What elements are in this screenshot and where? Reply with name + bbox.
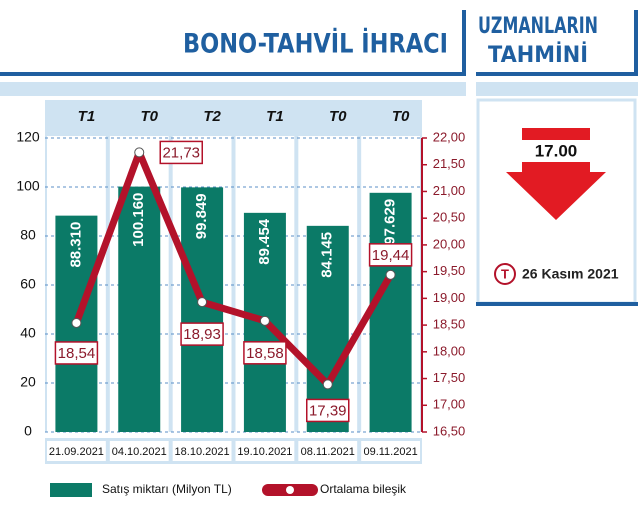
title-rule <box>0 72 466 76</box>
y-tick-label: 40 <box>20 325 36 341</box>
line <box>73 148 394 388</box>
line-marker <box>385 269 396 280</box>
line-label-box <box>243 341 287 365</box>
bar-value-label: 100.160 <box>130 193 147 247</box>
panel-rule <box>634 10 638 76</box>
forecast-title: TAHMİNİ <box>488 42 588 68</box>
date-strip <box>45 438 422 464</box>
line-label-box <box>180 322 224 346</box>
y2-tick-label: 19,00 <box>433 290 466 305</box>
line-label-box <box>306 398 350 423</box>
line-label-box <box>54 341 99 365</box>
y-tick-label: 60 <box>20 276 36 292</box>
band <box>476 82 638 96</box>
line-marker <box>322 379 333 390</box>
y2-tick-label: 21,50 <box>433 156 466 171</box>
bar <box>306 225 349 432</box>
legend-swatch <box>50 483 92 497</box>
line-value-label: 21,73 <box>162 144 200 161</box>
bar-value-label: 88.310 <box>67 222 84 268</box>
date-cell <box>47 441 106 461</box>
bar <box>118 186 161 432</box>
bar-value-label: 84.145 <box>319 232 336 278</box>
x-tick-label: 09.11.2021 <box>363 446 417 458</box>
y2-tick-label: 20,00 <box>433 236 466 251</box>
date-cell <box>235 441 295 461</box>
bar-value-label: 89.454 <box>256 218 273 265</box>
legend-label: Ortalama bileşik <box>320 482 407 496</box>
legend-marker <box>286 486 294 494</box>
y-tick-label: 20 <box>20 374 36 390</box>
y2-tick-label: 22,00 <box>433 129 466 144</box>
y2-tick-label: 19,50 <box>433 263 466 278</box>
y-tick-label: 120 <box>16 129 40 145</box>
band <box>0 82 466 96</box>
legend-label: Satış miktarı (Milyon TL) <box>102 482 232 496</box>
t-icon-letter: T <box>501 266 509 281</box>
term-label: T0 <box>329 108 347 125</box>
date-cell <box>109 441 169 461</box>
line-value-label: 18,54 <box>58 345 96 362</box>
term-label: T0 <box>140 108 158 125</box>
forecast-value: 17.00 <box>535 141 578 160</box>
panel-rule <box>476 302 638 306</box>
y2-tick-label: 20,50 <box>433 210 466 225</box>
bar-value-label: 99.849 <box>193 193 210 239</box>
forecast-title: UZMANLARIN <box>478 14 598 39</box>
date-cell <box>172 441 232 461</box>
value-box <box>522 140 590 162</box>
panel-rule <box>476 72 638 76</box>
y-tick-label: 80 <box>20 227 36 243</box>
y-tick-label: 0 <box>24 423 32 439</box>
plot-frame <box>45 100 422 432</box>
line-marker <box>134 147 145 158</box>
y-tick-label: 100 <box>16 178 40 194</box>
term-label: T1 <box>266 108 284 125</box>
title-rule <box>462 10 466 76</box>
line-value-label: 18,93 <box>183 326 221 343</box>
y2-tick-label: 16,50 <box>433 423 466 438</box>
line-marker <box>71 317 82 328</box>
term-label: T1 <box>78 108 96 125</box>
date-cell <box>361 441 420 461</box>
t-icon <box>494 263 516 285</box>
line-value-label: 19,44 <box>372 247 410 264</box>
x-tick-label: 08.11.2021 <box>301 446 355 458</box>
bar-value-label: 97.629 <box>382 199 399 245</box>
line-value-label: 17,39 <box>309 402 347 419</box>
y2-tick-label: 21,00 <box>433 183 466 198</box>
x-tick-label: 19.10.2021 <box>237 446 292 458</box>
line-marker <box>197 297 208 308</box>
chart-title: BONO-TAHVİL İHRACI <box>183 28 448 60</box>
line-value-label: 18,58 <box>246 345 284 362</box>
line-label-box <box>159 140 203 165</box>
y2-tick-label: 17,00 <box>433 397 466 412</box>
y2-tick-label: 18,00 <box>433 343 466 358</box>
y2-tick-label: 17,50 <box>433 370 466 385</box>
forecast-date: 26 Kasım 2021 <box>522 266 619 282</box>
x-tick-label: 21.09.2021 <box>49 446 104 458</box>
x-tick-label: 18.10.2021 <box>175 446 230 458</box>
x-tick-label: 04.10.2021 <box>112 446 167 458</box>
term-label: T2 <box>203 108 221 125</box>
term-label: T0 <box>392 108 410 125</box>
bar <box>369 192 412 432</box>
y2-tick-label: 18,50 <box>433 317 466 332</box>
date-cell <box>298 441 358 461</box>
line-marker <box>259 315 270 326</box>
line-label-box <box>368 243 413 267</box>
